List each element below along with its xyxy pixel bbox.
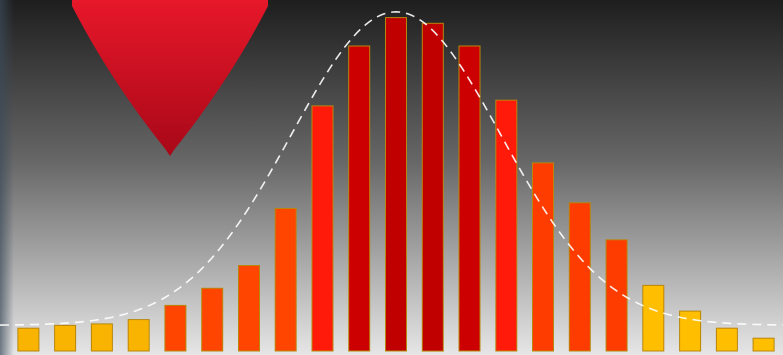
bar-17 xyxy=(605,239,628,352)
distribution-curve xyxy=(0,10,783,326)
bar-7 xyxy=(238,265,260,352)
bars-layer xyxy=(17,17,775,352)
bar-4 xyxy=(127,319,150,352)
bar-8 xyxy=(274,208,297,352)
bar-18 xyxy=(642,284,665,352)
down-triangle-marker xyxy=(72,0,268,156)
bar-3 xyxy=(90,323,113,352)
bar-14 xyxy=(495,99,518,352)
bar-1 xyxy=(17,327,40,352)
bar-2 xyxy=(54,324,77,352)
bar-12 xyxy=(421,22,444,352)
bar-11 xyxy=(385,17,407,352)
bar-19 xyxy=(679,310,702,352)
bar-13 xyxy=(458,45,481,352)
bar-21 xyxy=(752,337,775,352)
bar-9 xyxy=(311,105,334,352)
bar-10 xyxy=(348,45,371,352)
left-edge-shade xyxy=(0,0,14,355)
bar-15 xyxy=(532,162,554,352)
bar-5 xyxy=(164,304,187,352)
bar-6 xyxy=(201,287,224,352)
bar-20 xyxy=(715,327,738,352)
bar-16 xyxy=(568,202,591,352)
